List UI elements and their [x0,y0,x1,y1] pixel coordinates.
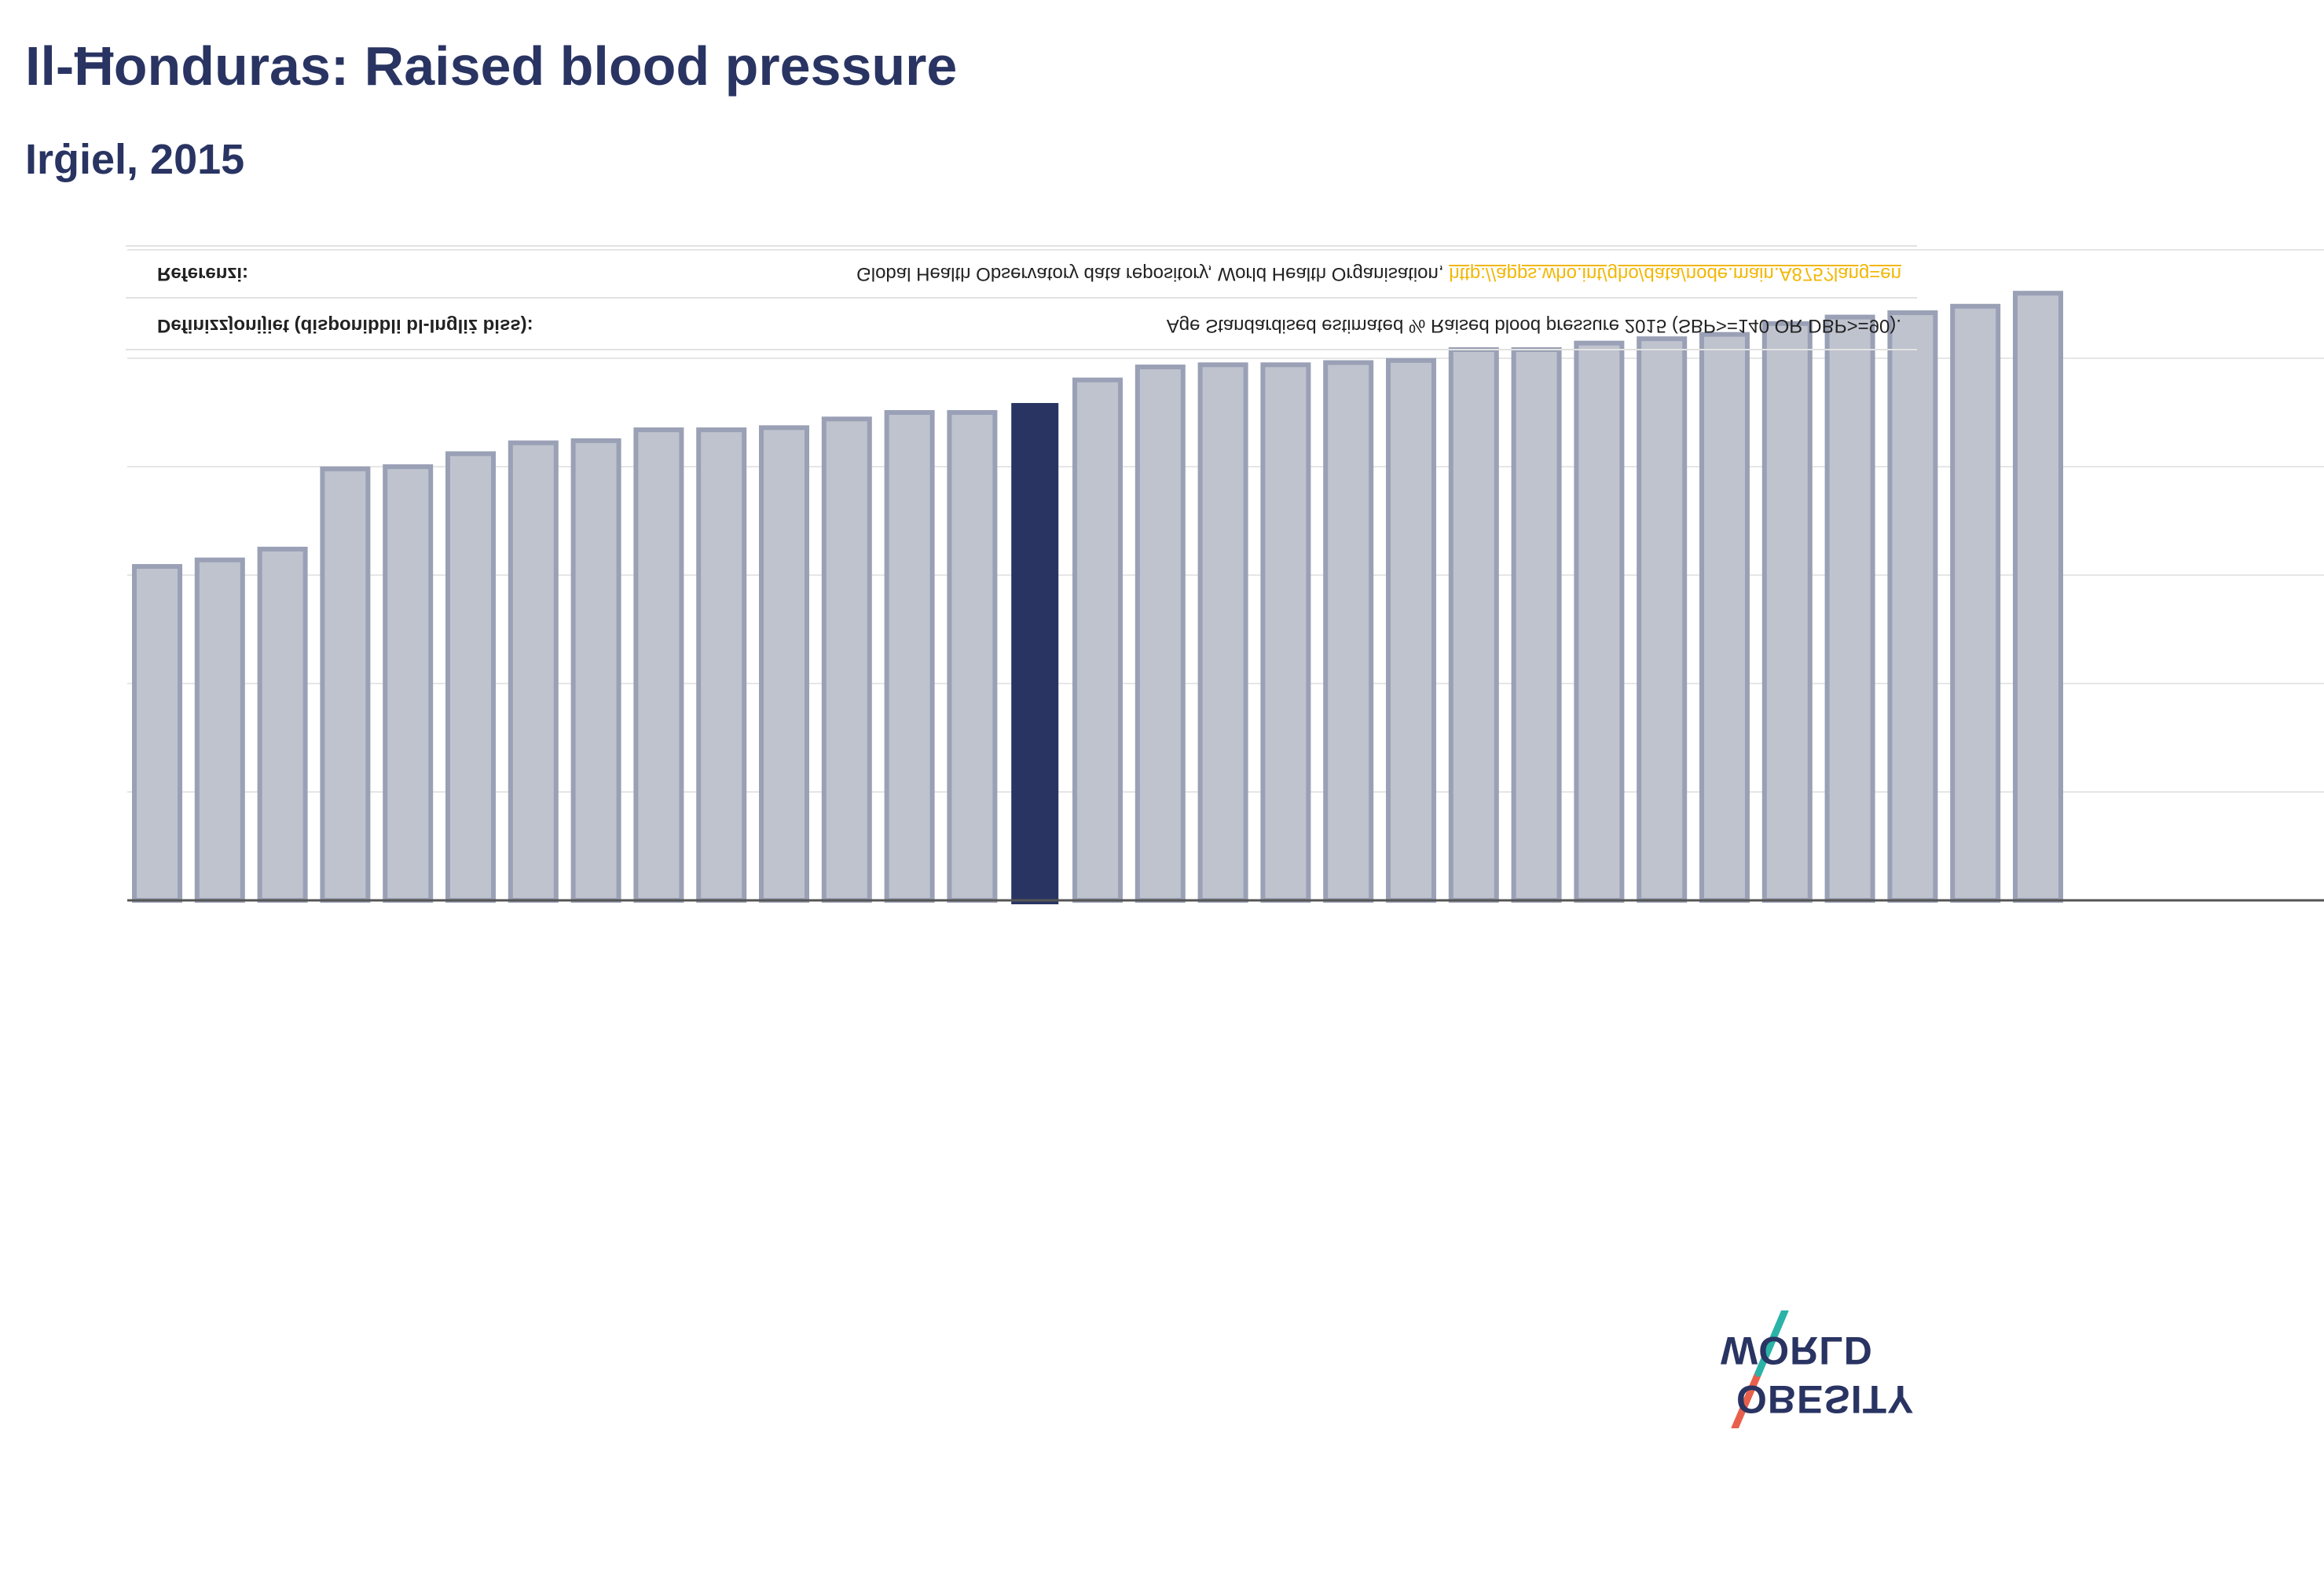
bar[interactable] [1260,362,1311,903]
bar[interactable] [1574,340,1625,903]
definitions-label: Definizzjonijiet (disponibbli bl-Ingliż … [157,315,533,336]
bar[interactable] [947,410,998,903]
bar[interactable] [1887,310,1938,903]
bar[interactable] [508,440,559,903]
bar[interactable] [2013,291,2063,903]
bar[interactable] [1135,365,1186,903]
references-row: Referenzi: Global Health Observatory dat… [126,245,1917,297]
bar[interactable] [320,466,371,903]
bar-chart [127,249,2324,904]
bar[interactable] [445,451,496,903]
bar[interactable] [1637,336,1688,903]
bar[interactable] [1699,332,1750,903]
bar[interactable] [1386,357,1436,903]
bar[interactable] [759,425,809,903]
bar[interactable] [1511,346,1562,903]
references-value: Global Health Observatory data repositor… [856,262,1901,284]
logo-slash-icon [1731,1310,1789,1428]
references-label: Referenzi: [157,263,249,284]
bar[interactable] [633,427,684,903]
bar[interactable] [884,410,935,903]
bar[interactable] [1323,360,1374,903]
chart-subtitle: Irġiel, 2015 [25,136,245,183]
bar[interactable] [696,427,747,903]
logo-word-obesity: OBESITY [1736,1377,1915,1421]
references-link[interactable]: http://apps.who.int/gho/data/node.main.A… [1449,263,1901,284]
world-obesity-logo: OBESITY WORLD [1713,1310,1925,1428]
logo-word-world: WORLD [1721,1329,1873,1373]
definitions-value: Age Standardised estimated % Raised bloo… [1166,315,1901,336]
bar[interactable] [821,416,872,903]
definitions-row: Definizzjonijiet (disponibbli bl-Ingliż … [126,297,1917,350]
bar[interactable] [257,546,308,903]
chart-title: Il-Ħonduras: Raised blood pressure [25,35,958,97]
bar[interactable] [1761,321,1813,903]
references-text: Global Health Observatory data repositor… [856,263,1444,284]
bar[interactable] [1950,303,2001,903]
info-panel: Definizzjonijiet (disponibbli bl-Ingliż … [126,245,1917,350]
bar[interactable] [1072,377,1123,903]
bar[interactable] [1448,346,1499,903]
chart-area [127,249,2324,904]
bar[interactable] [570,438,621,903]
bar[interactable] [194,557,245,903]
bar[interactable] [383,464,434,903]
bar[interactable] [1824,314,1875,903]
bar-highlight[interactable] [1011,402,1059,904]
bar[interactable] [132,563,182,903]
bar[interactable] [1197,362,1248,903]
